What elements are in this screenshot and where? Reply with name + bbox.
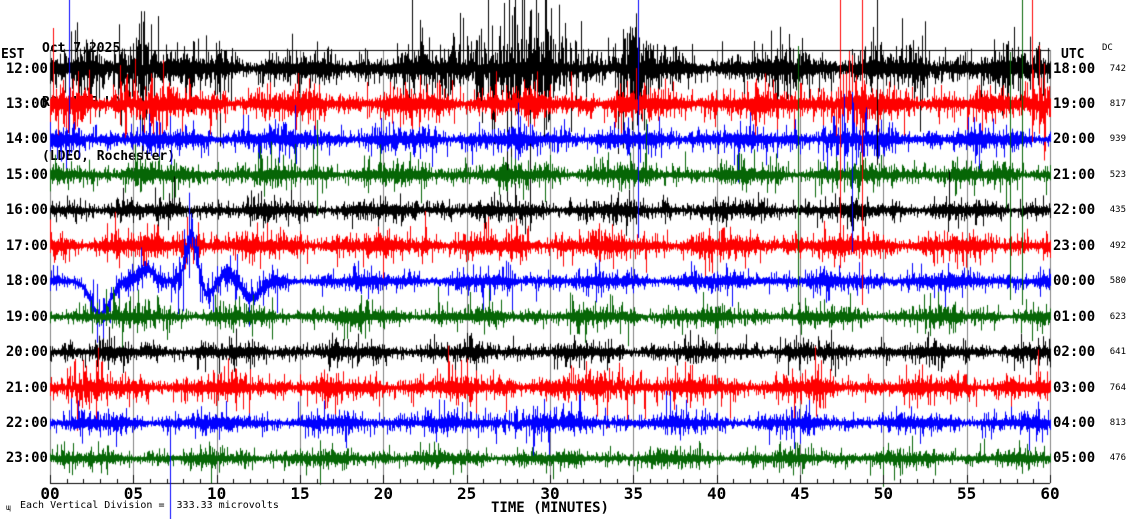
seismogram-canvas	[0, 0, 1130, 519]
helicorder-display: Oct 7,2025 ROC HHE LD - (LDEO, Rochester…	[0, 0, 1130, 519]
